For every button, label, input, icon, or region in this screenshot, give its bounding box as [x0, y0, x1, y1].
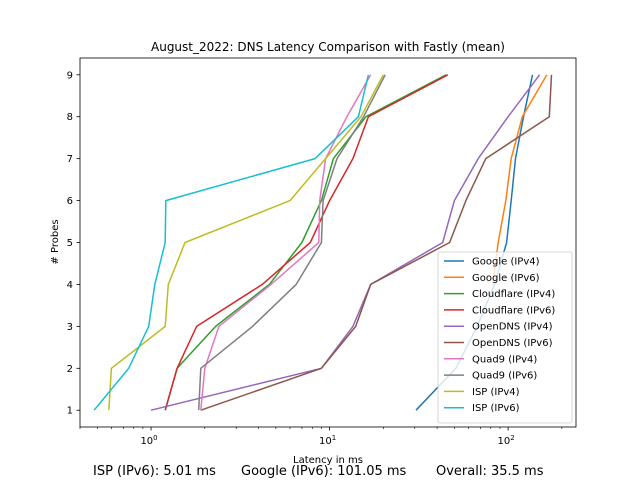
summary-footer: ISP (IPv6): 5.01 ms Google (IPv6): 101.0…: [0, 464, 640, 480]
legend-label-7: Quad9 (IPv6): [472, 371, 537, 382]
legend-label-4: OpenDNS (IPv4): [472, 322, 553, 333]
y-axis-ticks: 1 2 3 4 5 6 7 8 9: [67, 70, 80, 417]
overall-mean-text: Overall: 35.5 ms: [436, 464, 544, 479]
legend-label-9: ISP (IPv6): [472, 403, 520, 414]
legend-label-2: Cloudflare (IPv4): [472, 289, 555, 300]
y-tick-label-1: 2: [67, 364, 73, 375]
series-lines: [93, 74, 553, 411]
legend-box: [437, 251, 573, 424]
series-line-5: [200, 74, 553, 411]
series-line-3: [164, 74, 449, 411]
x-tick-label-0: 100: [140, 434, 157, 447]
legend: Google (IPv4) Google (IPv6) Cloudflare (IP…: [437, 251, 573, 424]
legend-label-5: OpenDNS (IPv6): [472, 338, 553, 349]
x-tick-label-2: 102: [498, 434, 515, 447]
y-tick-label-4: 5: [67, 238, 73, 249]
isp-mean-text: ISP (IPv6): 5.01 ms: [93, 464, 216, 479]
y-tick-label-2: 3: [67, 322, 73, 333]
y-axis-label: # Probes: [50, 219, 61, 264]
x-axis-ticks: 100 101 102: [79, 427, 563, 447]
x-tick-label-1: 101: [319, 434, 336, 447]
y-tick-label-5: 6: [67, 196, 73, 207]
google-mean-text: Google (IPv6): 101.05 ms: [241, 464, 407, 479]
legend-label-0: Google (IPv4): [472, 257, 540, 268]
legend-label-8: ISP (IPv4): [472, 387, 520, 398]
y-tick-label-0: 1: [67, 406, 73, 417]
y-tick-label-7: 8: [67, 112, 73, 123]
x-axis-label: Latency in ms: [293, 455, 363, 466]
series-line-1: [491, 74, 548, 285]
series-line-6: [200, 74, 372, 411]
chart-title: August_2022: DNS Latency Comparison with…: [151, 40, 505, 54]
y-tick-label-3: 4: [67, 280, 73, 291]
series-line-8: [108, 74, 384, 411]
legend-label-1: Google (IPv6): [472, 273, 540, 284]
series-line-9: [93, 74, 370, 411]
y-tick-label-6: 7: [67, 154, 73, 165]
legend-label-6: Quad9 (IPv4): [472, 354, 537, 365]
legend-label-3: Cloudflare (IPv6): [472, 305, 555, 316]
series-line-7: [197, 74, 386, 411]
y-tick-label-8: 9: [67, 70, 73, 81]
